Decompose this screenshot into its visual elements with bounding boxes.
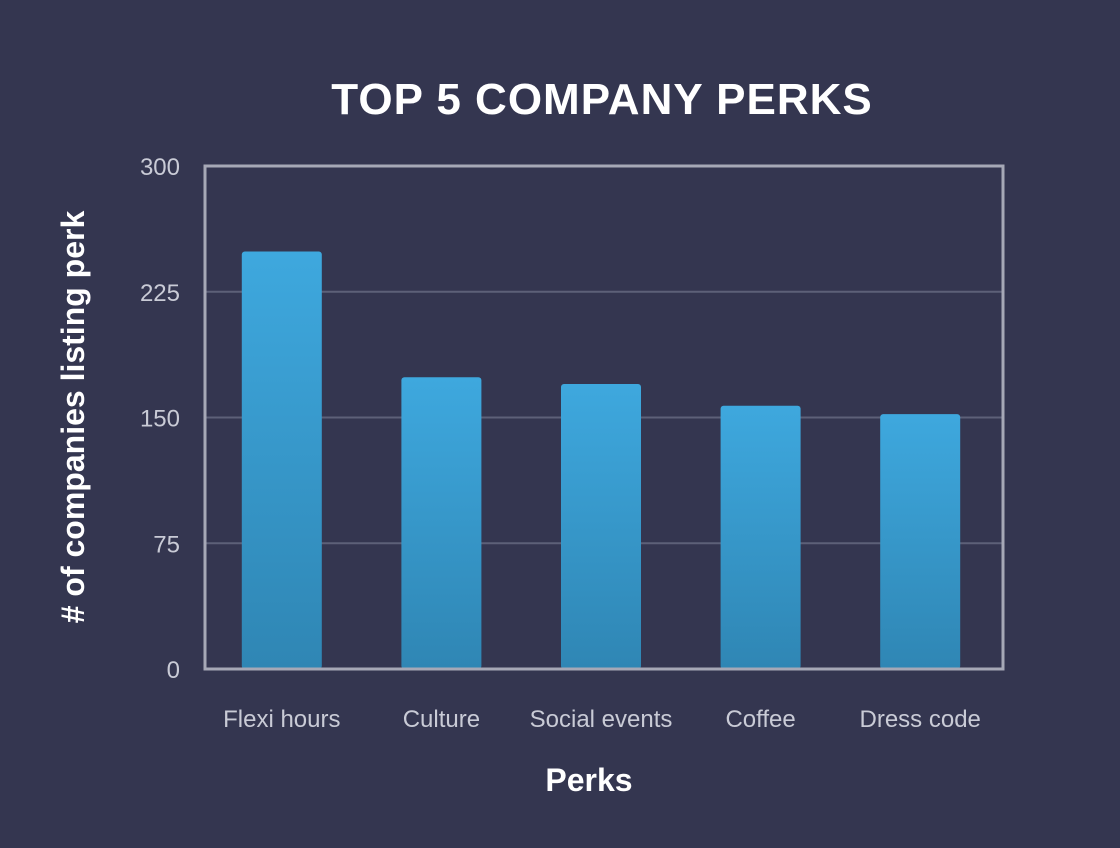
bars bbox=[241, 251, 961, 669]
y-tick-label: 300 bbox=[140, 154, 180, 181]
bar-social-events bbox=[561, 383, 641, 669]
x-tick-label: Social events bbox=[530, 706, 673, 733]
y-tick-label: 75 bbox=[153, 531, 180, 558]
bar-coffee bbox=[720, 405, 801, 669]
bar-flexi-hours bbox=[241, 251, 322, 669]
x-tick-label: Dress code bbox=[860, 706, 981, 733]
y-tick-label: 150 bbox=[140, 406, 180, 433]
bar-dress-code bbox=[880, 414, 961, 669]
plot-frame bbox=[203, 164, 1005, 671]
y-tick-label: 225 bbox=[140, 280, 180, 307]
x-tick-label: Culture bbox=[403, 706, 480, 733]
x-axis-title: Perks bbox=[545, 762, 632, 798]
x-tick-label: Coffee bbox=[725, 706, 795, 733]
y-axis-title: # of companies listing perk bbox=[55, 211, 91, 624]
x-axis-ticks: Flexi hours Culture Social events Coffee Dre… bbox=[223, 706, 981, 733]
x-tick-label: Flexi hours bbox=[223, 706, 340, 733]
bar-culture bbox=[401, 377, 482, 669]
y-axis-ticks: 0 75 150 225 300 bbox=[140, 154, 180, 684]
chart-title: TOP 5 COMPANY PERKS bbox=[331, 75, 872, 124]
y-tick-label: 0 bbox=[167, 657, 180, 684]
plot-frame-border bbox=[203, 164, 1005, 671]
